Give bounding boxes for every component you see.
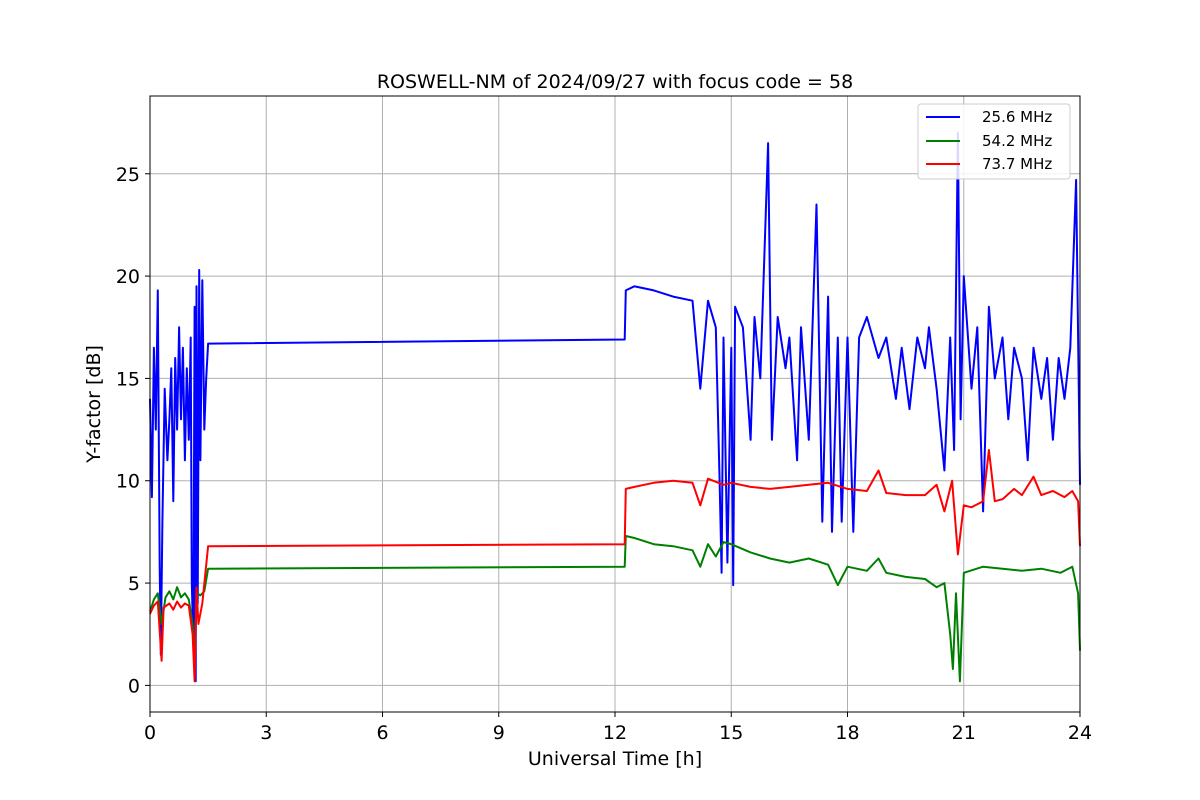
series-layer xyxy=(149,131,1081,683)
x-tick-label: 3 xyxy=(260,722,272,744)
y-tick-label: 20 xyxy=(116,266,140,288)
series-line-54-2-mhz xyxy=(149,535,1081,683)
y-tick-label: 0 xyxy=(128,675,140,697)
x-tick-label: 9 xyxy=(493,722,505,744)
x-tick-label: 18 xyxy=(835,722,859,744)
y-axis-label: Y-factor [dB] xyxy=(83,345,105,464)
legend-label-54-2-mhz: 54.2 MHz xyxy=(982,132,1052,150)
chart-title: ROSWELL-NM of 2024/09/27 with focus code… xyxy=(377,71,853,93)
y-axis-ticks: 0 5 10 15 20 25 xyxy=(116,164,150,697)
series-line-73-7-mhz xyxy=(149,449,1081,683)
y-tick-label: 25 xyxy=(116,164,140,186)
legend: 25.6 MHz 54.2 MHz 73.7 MHz xyxy=(917,103,1071,180)
x-axis-label: Universal Time [h] xyxy=(528,748,702,770)
x-tick-label: 0 xyxy=(144,722,156,744)
y-tick-label: 5 xyxy=(128,573,140,595)
y-tick-label: 15 xyxy=(116,368,140,390)
y-tick-label: 10 xyxy=(116,471,140,493)
legend-frame xyxy=(917,103,1071,180)
x-tick-label: 15 xyxy=(719,722,743,744)
x-tick-label: 6 xyxy=(376,722,388,744)
series-line-25-6-mhz xyxy=(149,131,1081,683)
x-tick-label: 12 xyxy=(603,722,627,744)
x-tick-label: 21 xyxy=(952,722,976,744)
x-tick-label: 24 xyxy=(1068,722,1092,744)
legend-label-73-7-mhz: 73.7 MHz xyxy=(982,155,1052,173)
legend-label-25-6-mhz: 25.6 MHz xyxy=(982,108,1052,126)
x-axis-ticks: 0 3 6 9 12 15 18 21 24 xyxy=(144,712,1092,744)
